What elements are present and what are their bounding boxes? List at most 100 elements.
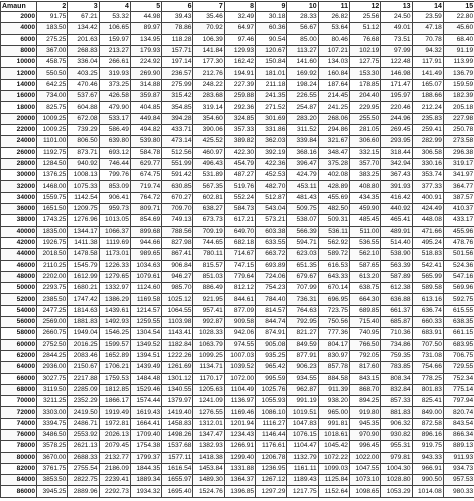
installment-cell: 919.80 <box>348 406 382 419</box>
installment-cell: 543.04 <box>255 203 288 216</box>
installment-cell: 424.49 <box>411 203 444 216</box>
installment-cell: 283.68 <box>192 90 225 103</box>
installment-cell: 806.50 <box>67 135 100 148</box>
installment-cell: 501.56 <box>442 248 474 261</box>
installment-cell: 696.95 <box>317 293 350 306</box>
installment-cell: 229.95 <box>348 101 382 114</box>
installment-cell: 214.45 <box>317 90 350 103</box>
installment-cell: 1695.40 <box>161 485 194 498</box>
installment-cell: 3394.75 <box>35 417 69 430</box>
installment-cell: 2150.67 <box>67 361 100 374</box>
installment-cell: 995.59 <box>255 372 288 385</box>
installment-cell: 660.33 <box>411 316 444 329</box>
installment-cell: 797.94 <box>442 395 474 408</box>
table-row: 58000 2660.75 1949.04 1546.25 1304.54 1143.41… <box>0 327 474 340</box>
amount-cell: 2000 <box>0 10 37 24</box>
installment-cell: 187.64 <box>317 78 350 92</box>
installment-cell: 416.42 <box>380 191 413 205</box>
installment-cell: 311.52 <box>286 123 319 137</box>
installment-cell: 35.46 <box>192 10 225 24</box>
installment-cell: 2477.25 <box>35 304 69 318</box>
installment-cell: 899.68 <box>129 225 163 238</box>
installment-cell: 1013.05 <box>98 214 131 227</box>
installment-cell: 281.05 <box>348 123 382 137</box>
installment-cell: 220.46 <box>380 101 413 114</box>
installment-cell: 113.27 <box>286 44 319 58</box>
installment-cell: 1226.33 <box>98 259 131 272</box>
installment-cell: 636.74 <box>411 304 444 318</box>
installment-cell: 1018.61 <box>317 428 350 442</box>
installment-cell: 584.73 <box>223 203 257 216</box>
installment-cell: 3303.00 <box>35 406 69 419</box>
installment-cell: 2419.50 <box>67 406 100 419</box>
installment-cell: 1143.41 <box>161 327 194 340</box>
installment-cell: 91.19 <box>442 44 474 58</box>
installment-cell: 259.41 <box>411 123 444 137</box>
installment-cell: 424.79 <box>286 169 319 182</box>
installment-cell: 512.87 <box>255 191 288 205</box>
installment-cell: 832.84 <box>380 383 413 397</box>
installment-cell: 857.78 <box>317 361 350 374</box>
amount-cell: 20000 <box>0 112 37 125</box>
installment-cell: 1934.32 <box>129 485 163 498</box>
installment-cell: 319.93 <box>98 67 131 80</box>
installment-cell: 301.69 <box>255 112 288 125</box>
amount-cell: 72000 <box>0 406 37 419</box>
installment-cell: 709.19 <box>192 225 225 238</box>
installment-cell: 2486.71 <box>67 417 100 430</box>
table-row: 28000 1284.50 940.92 746.44 629.77 551.99 496.… <box>0 157 474 171</box>
installment-cell: 2285.09 <box>67 383 100 397</box>
installment-cell: 1099.25 <box>192 349 225 363</box>
installment-cell: 551.99 <box>161 157 194 171</box>
installment-cell: 943.33 <box>411 451 444 464</box>
installment-cell: 512.56 <box>161 146 194 159</box>
installment-cell: 44.98 <box>129 10 163 24</box>
installment-cell: 814.57 <box>255 304 288 318</box>
installment-cell: 935.25 <box>255 349 288 363</box>
installment-cell: 783.85 <box>380 361 413 374</box>
installment-cell: 269.45 <box>380 123 413 137</box>
installment-cell: 792.05 <box>348 349 382 363</box>
installment-cell: 1577.11 <box>161 451 194 464</box>
installment-cell: 639.80 <box>98 135 131 148</box>
installment-cell: 227.39 <box>223 78 257 92</box>
installment-cell: 1236.95 <box>255 462 288 476</box>
installment-cell: 1189.43 <box>286 474 319 487</box>
installment-cell: 269.90 <box>129 67 163 80</box>
installment-cell: 113.99 <box>442 56 474 69</box>
installment-cell: 709.70 <box>161 203 194 216</box>
installment-cell: 638.75 <box>348 282 382 295</box>
installment-cell: 2621.13 <box>67 440 100 453</box>
installment-cell: 1881.83 <box>67 316 100 329</box>
installment-cell: 1529.46 <box>129 383 163 397</box>
installment-cell: 591.42 <box>161 169 194 182</box>
installment-cell: 1340.55 <box>161 383 194 397</box>
installment-cell: 573.21 <box>255 214 288 227</box>
installment-cell: 178.85 <box>348 78 382 92</box>
installment-cell: 434.35 <box>348 191 382 205</box>
installment-cell: 896.16 <box>411 428 444 442</box>
installment-cell: 715.40 <box>348 316 382 329</box>
installment-cell: 1919.49 <box>98 406 131 419</box>
installment-cell: 1008.13 <box>67 169 100 182</box>
installment-cell: 957.53 <box>442 474 474 487</box>
installment-cell: 76.68 <box>348 33 382 46</box>
installment-cell: 1835.00 <box>35 225 69 238</box>
installment-cell: 942.06 <box>223 327 257 340</box>
installment-cell: 661.37 <box>380 304 413 318</box>
installment-cell: 749.13 <box>161 214 194 227</box>
installment-cell: 2553.92 <box>67 428 100 442</box>
installment-cell: 259.88 <box>223 90 257 103</box>
installment-cell: 53.32 <box>98 10 131 24</box>
installment-cell: 825.41 <box>411 395 444 408</box>
installment-cell: 1799.37 <box>129 451 163 464</box>
installment-cell: 1379.97 <box>161 395 194 408</box>
installment-cell: 458.75 <box>35 56 69 69</box>
installment-cell: 165.07 <box>411 78 444 92</box>
installment-cell: 1419.40 <box>161 406 194 419</box>
installment-cell: 934.55 <box>286 372 319 385</box>
table-row: 78000 3578.25 2621.13 2079.45 1754.38 1537.68… <box>0 440 474 453</box>
installment-cell: 1136.97 <box>223 395 257 408</box>
installment-cell: 197.14 <box>161 56 194 69</box>
